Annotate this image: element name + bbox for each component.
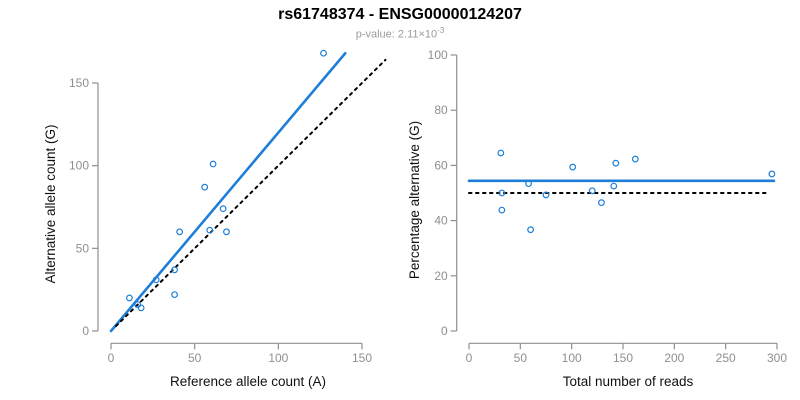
x-tick-label: 200 bbox=[664, 351, 684, 365]
y-tick-label: 0 bbox=[441, 324, 448, 338]
y-tick-label: 0 bbox=[82, 324, 89, 338]
data-point bbox=[171, 291, 178, 299]
x-tick-label: 0 bbox=[108, 351, 115, 365]
data-point bbox=[223, 228, 230, 236]
fit-line bbox=[109, 51, 347, 333]
data-point bbox=[176, 228, 184, 236]
left-plot: 0 50 100 150 0 50 100 150 Reference allele count… bbox=[43, 49, 387, 389]
data-point bbox=[612, 159, 620, 167]
x-tick-label: 250 bbox=[716, 351, 736, 365]
x-tick-label: 100 bbox=[268, 351, 288, 365]
x-axis-title: Total number of reads bbox=[563, 374, 694, 389]
y-tick-label: 100 bbox=[69, 159, 89, 173]
y-tick-label: 40 bbox=[434, 214, 448, 228]
x-tick-label: 50 bbox=[514, 351, 528, 365]
data-point bbox=[201, 183, 209, 191]
data-point bbox=[498, 206, 506, 214]
data-point bbox=[497, 149, 505, 157]
p-value-subtitle: p-value: 2.11×10-3 bbox=[0, 26, 800, 41]
x-tick-label: 150 bbox=[352, 351, 372, 365]
x-axis-title: Reference allele count (A) bbox=[170, 374, 326, 389]
y-tick-label: 150 bbox=[69, 76, 89, 90]
y-tick-label: 100 bbox=[428, 48, 448, 62]
data-point bbox=[126, 294, 133, 302]
data-point bbox=[588, 187, 596, 195]
data-point bbox=[527, 226, 534, 234]
data-point bbox=[320, 49, 327, 57]
data-point bbox=[610, 182, 618, 190]
data-point bbox=[598, 199, 605, 207]
identity-line bbox=[115, 58, 387, 328]
y-tick-label: 50 bbox=[76, 241, 90, 255]
data-point bbox=[137, 304, 145, 312]
x-tick-label: 150 bbox=[613, 351, 633, 365]
data-point bbox=[206, 226, 214, 234]
right-plot: 0 20 40 60 80 100 0 50 100 150 200 250 300 Total numb… bbox=[407, 48, 787, 389]
data-point bbox=[152, 276, 160, 284]
y-tick-label: 20 bbox=[434, 269, 448, 283]
data-point bbox=[542, 191, 550, 199]
p-value-exponent: -3 bbox=[437, 26, 445, 35]
figure-title: rs61748374 - ENSG00000124207 bbox=[278, 6, 522, 23]
data-point bbox=[219, 205, 227, 213]
data-point bbox=[525, 180, 532, 188]
data-point bbox=[768, 170, 776, 178]
p-value-text: p-value: 2.11×10 bbox=[355, 28, 438, 41]
data-point bbox=[209, 160, 217, 168]
x-tick-label: 300 bbox=[767, 351, 787, 365]
x-tick-label: 50 bbox=[188, 351, 202, 365]
y-axis-title: Percentage alternative (G) bbox=[407, 121, 422, 279]
data-point bbox=[171, 266, 178, 274]
y-tick-label: 80 bbox=[434, 103, 448, 117]
y-axis-title: Alternative allele count (G) bbox=[43, 124, 58, 283]
x-tick-label: 0 bbox=[466, 351, 473, 365]
x-tick-label: 100 bbox=[562, 351, 582, 365]
data-point bbox=[498, 189, 506, 197]
data-point bbox=[631, 155, 639, 163]
data-point bbox=[569, 163, 577, 171]
y-tick-label: 60 bbox=[434, 158, 448, 172]
